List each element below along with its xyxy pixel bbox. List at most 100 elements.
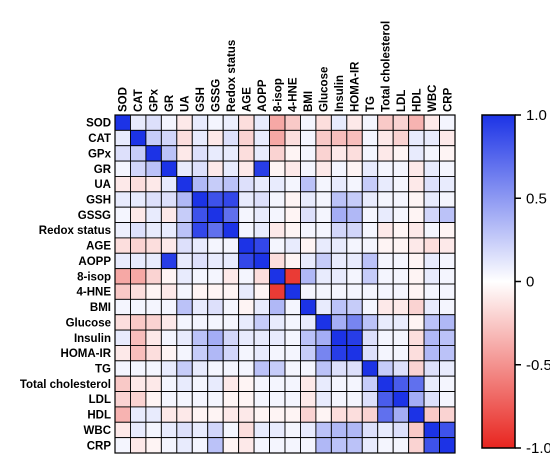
heatmap-cell xyxy=(439,345,456,362)
column-label: GR xyxy=(164,94,176,112)
heatmap-cell xyxy=(191,329,209,346)
heatmap-cell xyxy=(377,314,394,331)
heatmap-cell xyxy=(346,237,363,254)
heatmap-cell xyxy=(114,252,131,270)
heatmap-cell xyxy=(423,129,440,147)
heatmap-cell xyxy=(269,283,286,300)
row-label: Insulin xyxy=(74,333,111,345)
heatmap-cell xyxy=(222,114,240,131)
column-label: CRP xyxy=(442,87,454,112)
heatmap-cell xyxy=(346,345,363,362)
heatmap-cell xyxy=(439,191,456,208)
heatmap-cell xyxy=(207,114,224,131)
heatmap-cell xyxy=(392,406,410,423)
heatmap-cell xyxy=(392,129,410,147)
heatmap-cell xyxy=(253,222,270,239)
heatmap-cell xyxy=(392,329,410,346)
heatmap-cell xyxy=(346,283,363,300)
heatmap-cell xyxy=(253,206,270,223)
heatmap-cell xyxy=(315,268,332,285)
heatmap-cell xyxy=(222,421,240,439)
heatmap-cell xyxy=(238,145,255,162)
heatmap-cell xyxy=(423,298,440,316)
heatmap-cell xyxy=(361,375,379,392)
heatmap-cell xyxy=(269,421,286,439)
heatmap-cell xyxy=(330,314,348,331)
row-label: GPx xyxy=(88,148,112,160)
heatmap-cell xyxy=(284,298,301,316)
heatmap-cell xyxy=(330,222,348,239)
heatmap-cell xyxy=(176,114,193,131)
heatmap-cell xyxy=(439,406,456,423)
row-labels: SOD CAT GPx GR UA GSH GSSG Redox status AGE AOPP 8… xyxy=(20,118,112,453)
heatmap-cell xyxy=(269,298,286,316)
colorbar-tick-label: -1.0 xyxy=(526,440,550,457)
heatmap-cell xyxy=(377,252,394,270)
heatmap-cell xyxy=(439,129,456,147)
heatmap-cell xyxy=(269,191,286,208)
heatmap-cell xyxy=(145,222,162,239)
heatmap-cell xyxy=(377,114,394,131)
heatmap-cell xyxy=(361,298,379,316)
heatmap-cell xyxy=(191,191,209,208)
heatmap-cell xyxy=(408,391,425,408)
heatmap-cell xyxy=(145,391,162,408)
heatmap-cell xyxy=(238,375,255,392)
heatmap-cell xyxy=(130,345,147,362)
heatmap-cell xyxy=(191,391,209,408)
heatmap-cell xyxy=(114,406,131,423)
heatmap-cell xyxy=(160,345,178,362)
column-label: Redox status xyxy=(226,40,238,112)
heatmap-cell xyxy=(361,252,379,270)
heatmap-cell xyxy=(408,329,425,346)
heatmap-cell xyxy=(315,160,332,177)
heatmap-cell xyxy=(361,206,379,223)
heatmap-cell xyxy=(300,391,317,408)
heatmap-cell xyxy=(145,268,162,285)
heatmap-cell xyxy=(423,437,440,454)
heatmap-cell xyxy=(330,375,348,392)
heatmap-cell xyxy=(191,176,209,193)
heatmap-cell xyxy=(238,222,255,239)
heatmap-cell xyxy=(330,437,348,454)
heatmap-cell xyxy=(361,329,379,346)
heatmap-cell xyxy=(269,206,286,223)
heatmap-cell xyxy=(315,191,332,208)
heatmap-cell xyxy=(408,437,425,454)
heatmap-cell xyxy=(222,176,240,193)
colorbar-tick-label: 0 xyxy=(526,274,534,291)
heatmap-cell xyxy=(315,345,332,362)
heatmap-cell xyxy=(222,314,240,331)
heatmap-cell xyxy=(130,129,147,147)
heatmap-cell xyxy=(284,114,301,131)
heatmap-cell xyxy=(346,145,363,162)
heatmap-cell xyxy=(300,129,317,147)
heatmap-cell xyxy=(176,191,193,208)
heatmap-cell xyxy=(439,391,456,408)
colorbar-tick-label: -0.5 xyxy=(526,357,550,374)
heatmap-cell xyxy=(222,268,240,285)
heatmap-cell xyxy=(191,129,209,147)
heatmap-cell xyxy=(191,298,209,316)
heatmap-cell xyxy=(392,268,410,285)
heatmap-cell xyxy=(423,375,440,392)
heatmap-cell xyxy=(238,329,255,346)
heatmap-cell xyxy=(300,176,317,193)
heatmap-cell xyxy=(160,283,178,300)
heatmap-cell xyxy=(315,252,332,270)
heatmap-cell xyxy=(300,268,317,285)
heatmap-cell xyxy=(300,145,317,162)
heatmap-cell xyxy=(377,437,394,454)
heatmap-cell xyxy=(300,375,317,392)
heatmap-cell xyxy=(361,145,379,162)
heatmap-cell xyxy=(330,345,348,362)
heatmap-cell xyxy=(130,252,147,270)
heatmap-cell xyxy=(439,176,456,193)
heatmap-cell xyxy=(361,345,379,362)
column-label: BMI xyxy=(303,91,315,112)
heatmap-cell xyxy=(269,329,286,346)
heatmap-cell xyxy=(392,283,410,300)
heatmap-cell xyxy=(284,160,301,177)
heatmap-cell xyxy=(176,345,193,362)
heatmap-cell xyxy=(439,298,456,316)
